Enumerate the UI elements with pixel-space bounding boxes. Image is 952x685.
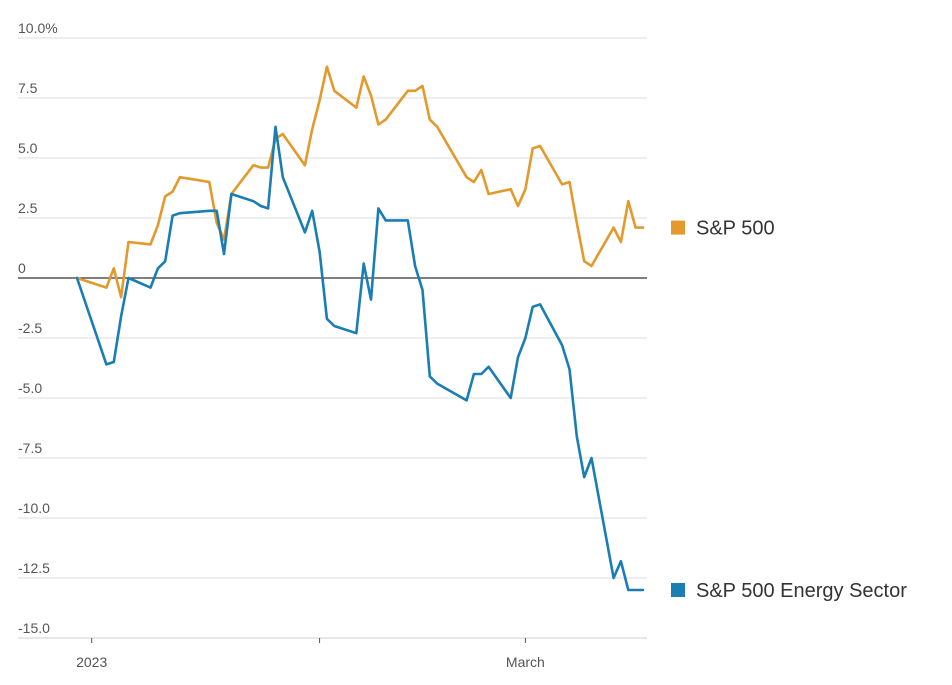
y-tick-label: -15.0 (18, 620, 50, 636)
y-tick-label: 7.5 (18, 80, 38, 96)
legend-label: S&P 500 (696, 218, 775, 240)
x-tick-label: 2023 (76, 654, 107, 670)
y-tick-label: 0 (18, 260, 26, 276)
x-axis: 2023 March (18, 637, 647, 670)
y-tick-label: 2.5 (18, 200, 38, 216)
series-line-sp500 (75, 65, 645, 299)
y-tick-label: -5.0 (18, 380, 42, 396)
legend-swatch (671, 583, 685, 597)
legend-label: S&P 500 Energy Sector (696, 580, 907, 602)
y-tick-label: -12.5 (18, 560, 50, 576)
y-tick-label: 5.0 (18, 140, 38, 156)
x-tick-label: March (506, 654, 545, 670)
series-lines (75, 65, 645, 592)
series-line-energy (75, 125, 645, 592)
y-tick-label: -10.0 (18, 500, 50, 516)
y-tick-label: -7.5 (18, 440, 42, 456)
y-tick-labels: 10.0% 7.5 5.0 2.5 0 -2.5 -5.0 -7.5 -10.0 -12.5 -15… (18, 20, 58, 636)
legend-swatch (671, 220, 685, 235)
y-gridlines (18, 37, 647, 639)
y-tick-label: 10.0% (18, 20, 58, 36)
y-tick-label: -2.5 (18, 320, 42, 336)
legend: S&P 500 S&P 500 Energy Sector (671, 218, 907, 602)
